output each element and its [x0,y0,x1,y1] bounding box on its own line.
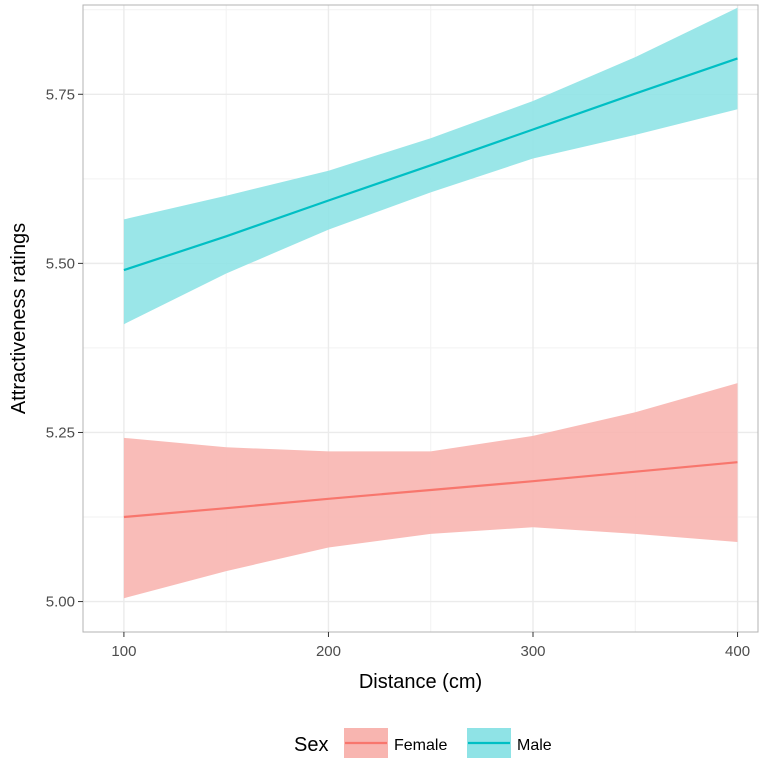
x-axis-title: Distance (cm) [359,671,482,693]
x-tick-label: 400 [725,643,750,660]
legend-label-male: Male [517,737,552,754]
y-tick-label: 5.25 [46,424,75,441]
legend-title: Sex [294,734,328,756]
x-tick-label: 300 [520,643,545,660]
x-tick-label: 200 [316,643,341,660]
plot-panel-border [82,4,759,633]
fit-line-male [123,57,738,272]
fit-lines [123,57,738,519]
y-tick-label: 5.50 [46,255,75,272]
axis-ticks: 100 200 300 400 5.00 5.25 5.50 5.75 [46,86,750,660]
y-tick-label: 5.75 [46,86,75,103]
y-axis-title: Attractiveness ratings [8,223,30,414]
y-tick-label: 5.00 [46,594,75,611]
fit-line-female [123,461,738,519]
x-tick-label: 100 [111,643,136,660]
legend-label-female: Female [394,737,447,754]
legend: Sex Female Male [294,728,552,758]
